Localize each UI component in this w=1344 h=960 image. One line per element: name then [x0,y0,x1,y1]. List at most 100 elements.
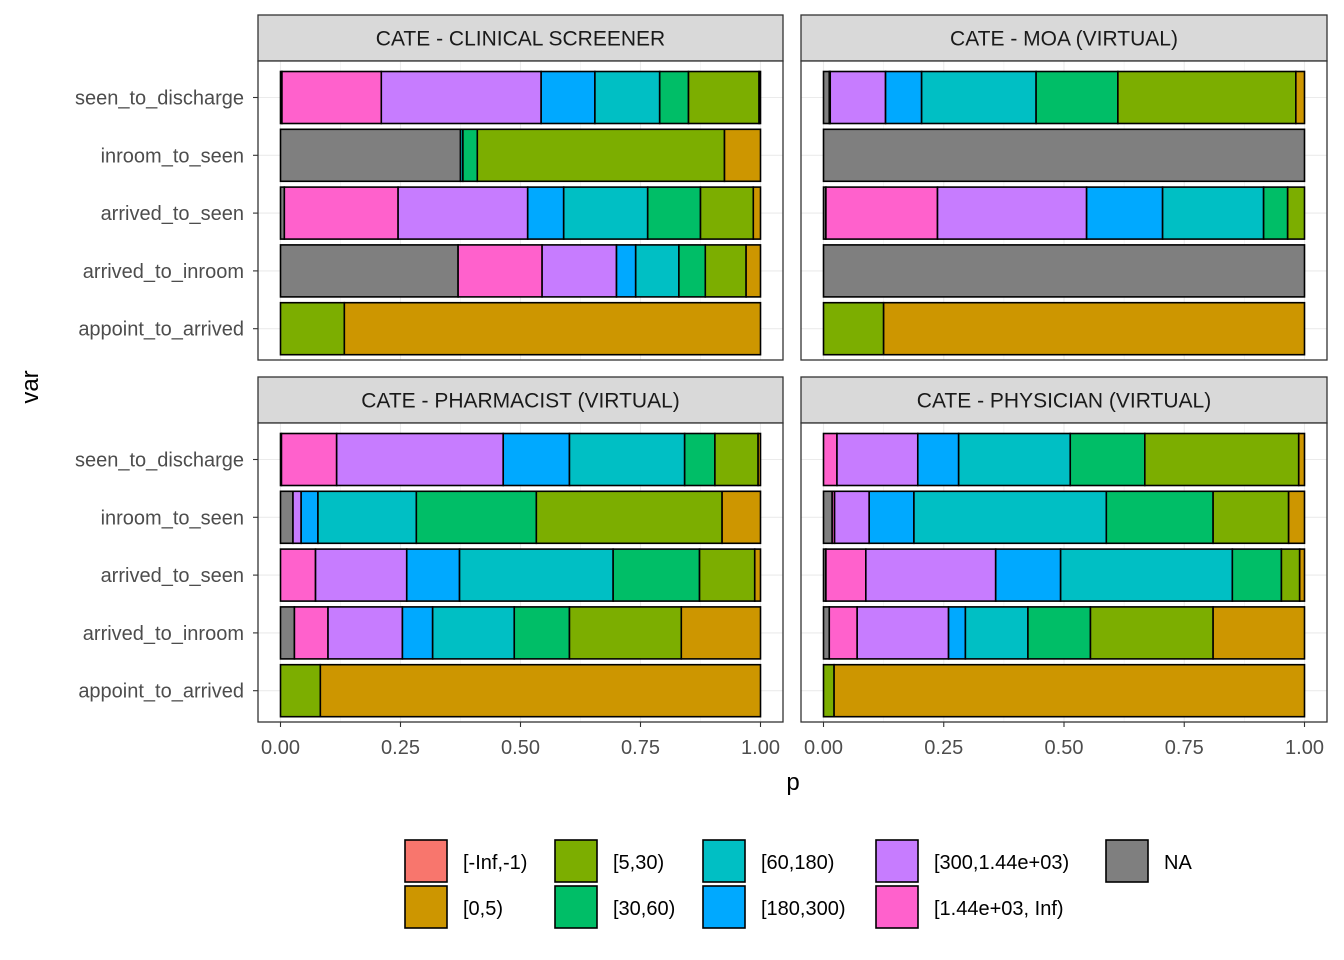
facet-strip [800,14,1328,62]
x-tick-label: 0.50 [501,737,540,759]
bar-segment-300-1-44e-03 [541,244,618,298]
facet-strip [257,14,784,62]
bar-row-arrived-to-seen [822,548,1306,602]
bar-segment-30-60 [1105,490,1214,545]
bar-segment-300-1-44e-03 [327,606,404,660]
bar-segment-60-180 [317,490,418,545]
bar-segment-na [279,490,294,545]
bar-row-arrived-to-seen [279,548,762,602]
bar-segment-300-1-44e-03 [829,70,887,125]
panel-border [800,60,1328,361]
bar-segment-180-300 [502,432,571,487]
bar-row-arrived-to-seen [822,186,1306,240]
bar-segment-0-5 [745,244,762,298]
bar-segment-0-5 [757,432,762,487]
bar-segment-60-180 [913,490,1108,545]
bar-segment-30-60 [1027,606,1092,660]
bar-segment-na [822,490,833,545]
bar-segment-5-30 [279,663,322,718]
bar-segment-0-5 [1295,70,1306,125]
x-tick-label: 1.00 [741,737,780,759]
facet-title: CATE - CLINICAL SCREENER [376,28,665,51]
bar-segment-0-5 [1212,606,1306,660]
bar-segment-60-180 [458,548,614,602]
bar-segment-180-300 [405,548,461,602]
bar-row-inroom-to-seen [822,490,1306,545]
y-tick-label: inroom_to_seen [101,145,244,167]
legend-label: [5,30) [613,852,664,874]
legend-label: [0,5) [463,898,503,920]
bar-segment-300-1-44e-03 [856,606,950,660]
facet-strip [257,376,784,424]
bar-row-seen-to-discharge [822,432,1306,487]
legend: [-Inf,-1) [0,5) [5,30) [30,60) [60,180) [180,… [404,839,1192,929]
bar-row-seen-to-discharge [822,70,1306,125]
y-tick-label: arrived_to_seen [101,203,244,225]
x-tick-label: 0.25 [381,737,420,759]
facet-cate-clinical-screener: CATE - CLINICAL SCREENER seen_to_discharg… [75,14,784,361]
bar-segment-30-60 [1231,548,1283,602]
bar-segment-300-1-44e-03 [292,490,302,545]
legend-label: [180,300) [761,898,846,920]
legend-swatch [875,839,919,883]
bar-segment-5-30 [476,128,726,183]
bar-segment-30-60 [415,490,538,545]
bar-segment-60-180 [964,606,1029,660]
bar-segment-0-5 [723,128,762,183]
bar-segment-na [822,128,1306,183]
bar-row-arrived-to-inroom [279,244,762,298]
bar-segment-180-300 [615,244,637,298]
legend-swatch [404,885,448,929]
bar-segment-5-30 [1212,490,1290,545]
bar-segment-na [279,128,462,183]
bar-segment-300-1-44e-03 [335,432,505,487]
legend-item-30-60: [30,60) [554,885,675,929]
bar-segment-300-1-44e-03 [380,70,542,125]
legend-item-300-1-44e-03: [300,1.44e+03) [875,839,1069,883]
bar-row-seen-to-discharge [279,70,762,125]
bar-segment-5-30 [535,490,723,545]
legend-item-1-44e-03-inf: [1.44e+03, Inf) [875,885,1064,929]
x-tick-label: 0.00 [804,737,843,759]
bar-segment-1-44e-03-inf [825,186,939,240]
bar-segment-0-5 [1287,490,1306,545]
bar-row-arrived-to-inroom [822,244,1306,298]
bar-segment-60-180 [562,186,649,240]
legend-swatch [1105,839,1149,883]
bar-segment-180-300 [300,490,319,545]
bar-segment-1-44e-03-inf [280,432,338,487]
legend-item-0-5: [0,5) [404,885,503,929]
legend-item-na: NA [1105,839,1192,883]
bar-segment-30-60 [1035,70,1119,125]
facet-cate-physician-virtual: CATE - PHYSICIAN (VIRTUAL) 0.00 0.25 0.50 0.… [800,376,1328,759]
bar-segment-180-300 [868,490,915,545]
bar-segment-5-30 [568,606,683,660]
bar-row-appoint-to-arrived [822,663,1306,718]
bar-segment-1-44e-03-inf [822,432,838,487]
bar-row-arrived-to-seen [279,186,762,240]
bar-segment-1-44e-03-inf [281,70,383,125]
legend-label: [30,60) [613,898,675,920]
y-tick-label: appoint_to_arrived [78,319,244,341]
bar-segment-0-5 [721,490,762,545]
bar-segment-1-44e-03-inf [828,606,858,660]
bar-segment-30-60 [1262,186,1289,240]
bar-segment-300-1-44e-03 [936,186,1088,240]
bar-segment-30-60 [612,548,701,602]
bar-segment-180-300 [540,70,596,125]
bar-segment-1-44e-03-inf [825,548,867,602]
bar-segment-5-30 [1117,70,1297,125]
legend-swatch [554,885,598,929]
legend-label: [300,1.44e+03) [934,852,1069,874]
bar-segment-0-5 [882,301,1306,356]
facet-panels: CATE - CLINICAL SCREENER seen_to_discharg… [75,14,1328,759]
bar-row-seen-to-discharge [279,432,762,487]
bar-segment-0-5 [343,301,762,356]
bar-segment-300-1-44e-03 [833,490,870,545]
bar-segment-5-30 [687,70,760,125]
facet-title: CATE - PHYSICIAN (VIRTUAL) [917,390,1211,413]
bar-segment-5-30 [1286,186,1306,240]
bar-segment-180-300 [947,606,967,660]
bar-segment-na [822,606,831,660]
